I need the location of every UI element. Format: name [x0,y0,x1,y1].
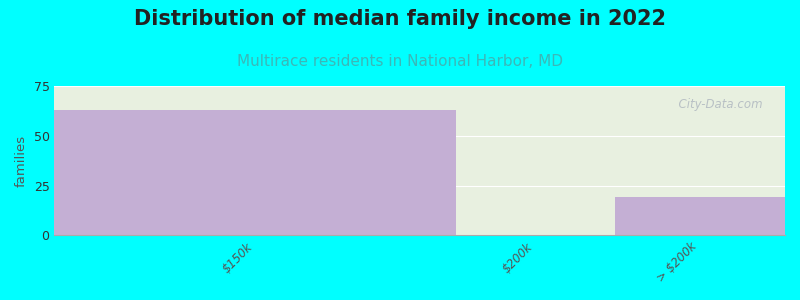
Bar [614,197,785,235]
Text: Multirace residents in National Harbor, MD: Multirace residents in National Harbor, … [237,54,563,69]
Text: City-Data.com: City-Data.com [671,98,763,111]
Bar [54,110,456,235]
Text: Distribution of median family income in 2022: Distribution of median family income in … [134,9,666,29]
Y-axis label: families: families [15,135,28,187]
